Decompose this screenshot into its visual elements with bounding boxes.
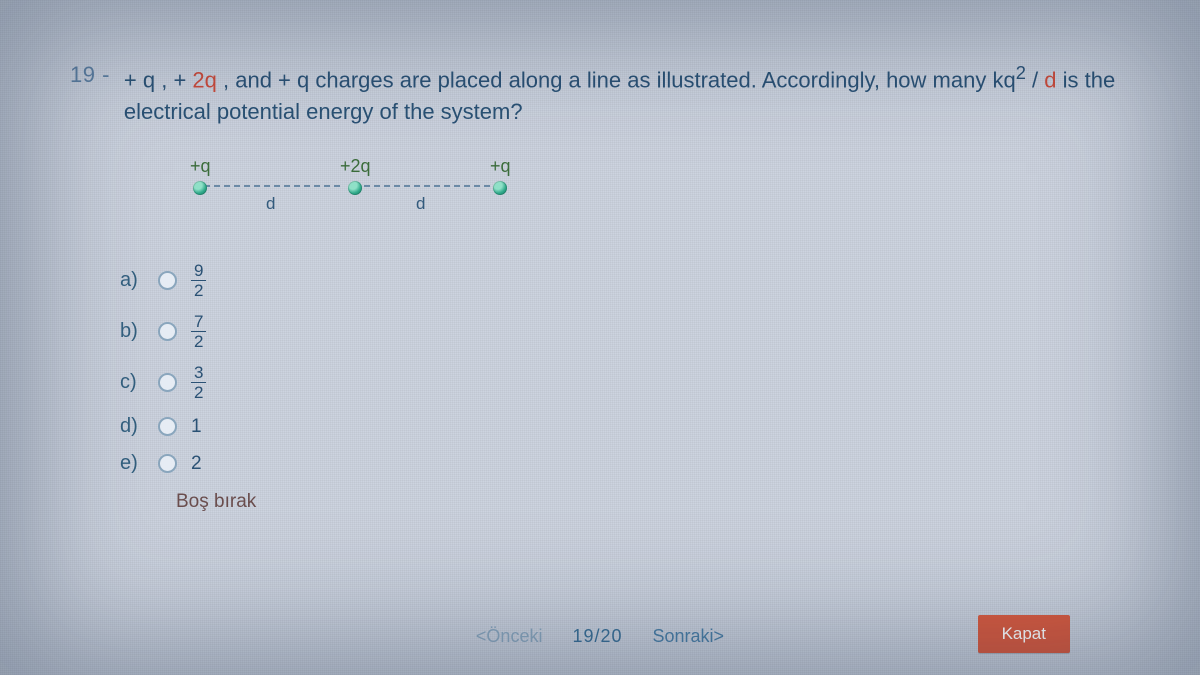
option-row[interactable]: a) 92 — [120, 262, 1130, 299]
qtext-2q: 2q — [192, 67, 216, 92]
qtext-d: d — [1044, 67, 1056, 92]
option-key: e) — [120, 452, 144, 475]
prev-button[interactable]: <Önceki — [476, 626, 543, 647]
radio-icon[interactable] — [158, 417, 177, 436]
segment-line — [354, 185, 490, 187]
radio-icon[interactable] — [158, 454, 177, 473]
radio-icon[interactable] — [158, 322, 177, 341]
segment-label: d — [416, 194, 425, 214]
option-key: b) — [120, 320, 144, 343]
leave-blank-link[interactable]: Boş bırak — [176, 491, 1130, 513]
radio-icon[interactable] — [158, 271, 177, 290]
segment-label: d — [266, 194, 275, 214]
question-number: 19 - — [70, 60, 110, 88]
fraction-numerator: 7 — [191, 313, 206, 331]
charge-dot-icon — [193, 181, 207, 195]
next-button[interactable]: Sonraki> — [653, 626, 725, 647]
radio-icon[interactable] — [158, 373, 177, 392]
option-row[interactable]: d) 1 — [120, 415, 1130, 438]
close-button[interactable]: Kapat — [978, 615, 1070, 653]
charge-label: +2q — [340, 156, 371, 177]
fraction-denominator: 2 — [191, 331, 206, 350]
answer-options: a)92b)72c)32d)1e)2 — [120, 262, 1130, 475]
charge: +q — [490, 156, 511, 195]
fraction-numerator: 9 — [191, 262, 206, 280]
charge-dot-icon — [348, 181, 362, 195]
option-row[interactable]: e) 2 — [120, 452, 1130, 475]
qtext-p1: + q , + — [124, 67, 193, 92]
option-row[interactable]: b) 72 — [120, 313, 1130, 350]
option-value: 2 — [191, 453, 202, 475]
option-value-fraction: 92 — [191, 262, 206, 299]
option-value-fraction: 32 — [191, 364, 206, 401]
charge: +q — [190, 156, 211, 195]
charge-dot-icon — [493, 181, 507, 195]
segment-line — [204, 185, 340, 187]
charge-diagram: d d +q +2q +q — [190, 156, 610, 226]
question-text: + q , + 2q , and + q charges are placed … — [124, 60, 1130, 128]
fraction-denominator: 2 — [191, 280, 206, 299]
option-key: d) — [120, 415, 144, 438]
option-value: 1 — [191, 416, 202, 438]
qtext-p3: / — [1026, 67, 1044, 92]
option-key: c) — [120, 371, 144, 394]
fraction-denominator: 2 — [191, 382, 206, 401]
charge-label: +q — [190, 156, 211, 177]
option-row[interactable]: c) 32 — [120, 364, 1130, 401]
qtext-p2: , and + q charges are placed along a lin… — [217, 67, 1016, 92]
option-value-fraction: 72 — [191, 313, 206, 350]
qtext-sup: 2 — [1016, 62, 1026, 83]
fraction-numerator: 3 — [191, 364, 206, 382]
progress-indicator: 19/20 — [572, 626, 622, 647]
charge-label: +q — [490, 156, 511, 177]
option-key: a) — [120, 269, 144, 292]
charge: +2q — [340, 156, 371, 195]
